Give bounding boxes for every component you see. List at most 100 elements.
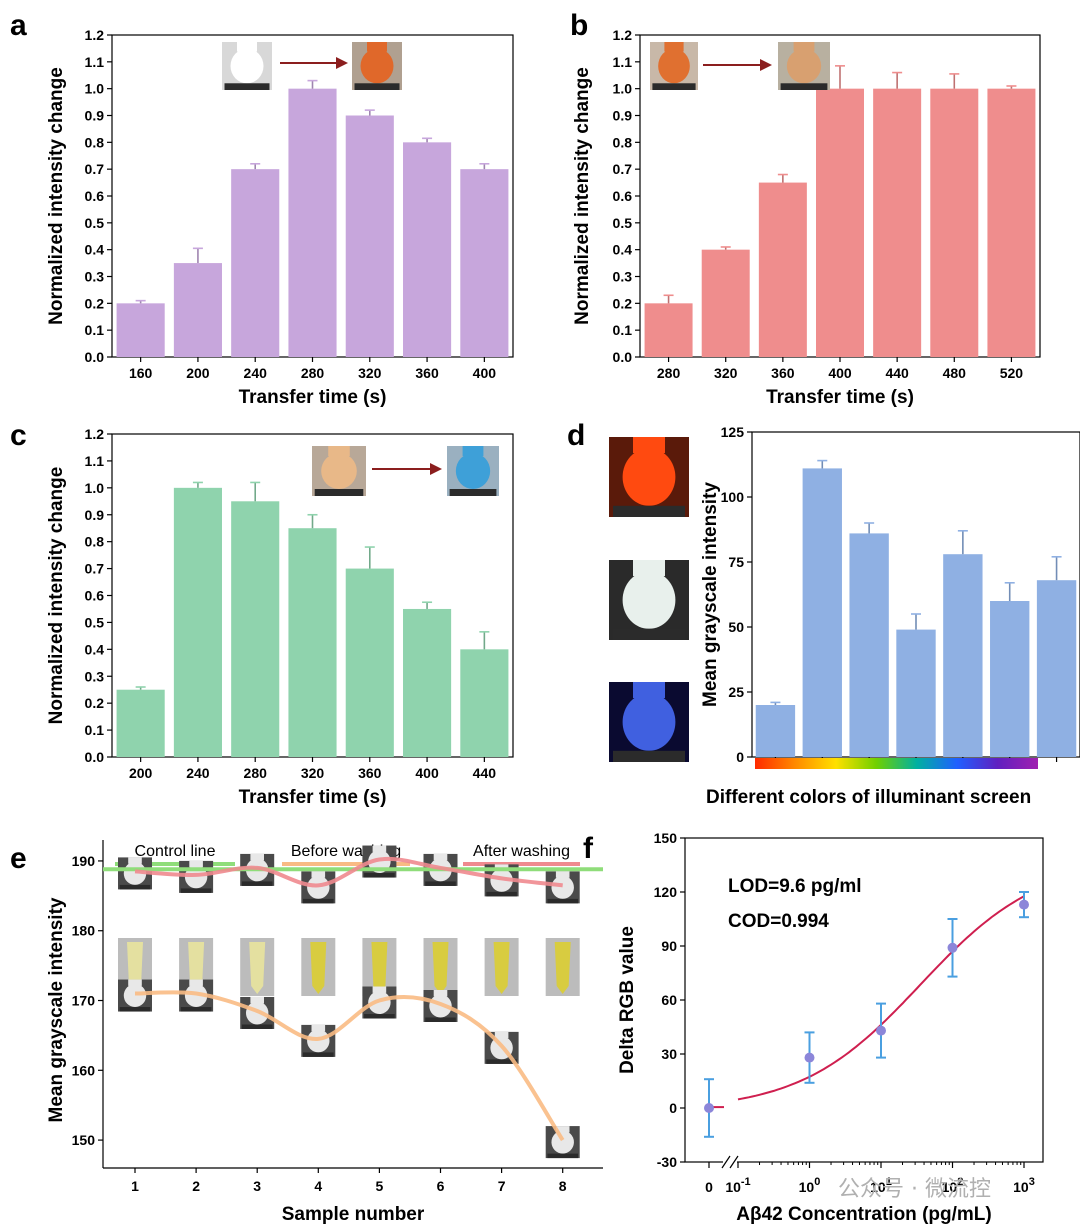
chamber-photo-body: [551, 875, 574, 899]
y-tick-label: 0.7: [85, 561, 105, 577]
white-chamber-icon-neck: [237, 42, 257, 52]
beige-chamber-icon-body: [321, 453, 357, 489]
y-tick-label: 100: [721, 489, 745, 505]
chart-e: 150 160 170 180 190 1 2 3 4 5 6 7 8 Sample number Mean…: [46, 840, 603, 1225]
chamber-photo-neck: [555, 871, 570, 878]
y-axis-label: Mean grayscale intensity: [700, 482, 721, 707]
y-tick-label: 75: [728, 554, 744, 570]
x-tick-label: 200: [129, 765, 153, 781]
y-tick-label: 60: [661, 992, 677, 1008]
y-tick-label: 0.2: [85, 295, 105, 311]
x-tick-label: 320: [358, 365, 382, 381]
chamber-photo-base: [119, 1007, 151, 1012]
x-tick-label: 400: [828, 365, 852, 381]
x-tick-label: 280: [301, 365, 325, 381]
y-tick-label: 0.0: [613, 349, 633, 365]
red-illuminant-photo-neck: [633, 437, 665, 453]
y-tick-label: 0.4: [85, 641, 105, 657]
bar: [173, 487, 222, 757]
x-tick-label: 2: [192, 1178, 200, 1194]
orange-chamber-icon-base: [354, 83, 400, 90]
y-tick-label: 0: [669, 1100, 677, 1116]
y-tick-label: 0.6: [85, 588, 105, 604]
chamber-photo: [545, 1126, 580, 1159]
orange-chamber-icon-body: [360, 48, 394, 84]
x-tick-label: 200: [186, 365, 210, 381]
y-tick-label: 150: [72, 1132, 96, 1148]
x-tick-label: 520: [1000, 365, 1024, 381]
bar: [943, 554, 983, 757]
panel-letter-a: a: [10, 9, 27, 42]
tube-photo: [423, 938, 458, 996]
transition-arrow-head: [430, 463, 442, 475]
bar: [288, 88, 337, 358]
y-tick-label: 0.5: [85, 215, 105, 231]
bar: [231, 501, 280, 757]
y-tick-label: 0.8: [613, 134, 633, 150]
tube-body: [310, 942, 327, 994]
data-point: [876, 1025, 886, 1036]
x-axis-label-d: Different colors of illuminant screen: [706, 787, 1031, 808]
white-chamber-icon-base: [224, 83, 270, 90]
y-tick-label: 120: [654, 884, 678, 900]
cod-annotation: COD=0.994: [728, 911, 829, 932]
x-tick-label: 240: [186, 765, 210, 781]
chamber-photo-base: [241, 1024, 273, 1029]
chamber-photo-neck: [433, 990, 448, 997]
white-illuminant-photo-body: [622, 571, 676, 629]
bar: [930, 88, 979, 358]
chart-a: 0.0 0.1 0.2 0.3 0.4 0.5 0.6 0.7 0.8 0.9 1.0 1.1 1.2 1…: [46, 27, 514, 408]
bar: [231, 169, 280, 357]
white-illuminant-photo-neck: [633, 560, 665, 576]
y-tick-label: 0.4: [613, 242, 633, 258]
chamber-photo-base: [364, 1014, 395, 1019]
red-illuminant-photo: [609, 437, 689, 517]
series-line-after: [134, 856, 563, 888]
bar: [460, 169, 509, 357]
blue-illuminant-photo-body: [622, 693, 676, 751]
color-spectrum-bar: [755, 758, 1038, 769]
y-axis-label: Delta RGB value: [617, 926, 638, 1074]
bar: [873, 88, 922, 358]
bar: [816, 88, 864, 358]
y-tick-label: 0.4: [85, 242, 105, 258]
y-tick-label: 1.1: [85, 54, 105, 70]
lod-annotation: LOD=9.6 pg/ml: [728, 876, 862, 897]
x-tick-label: 102: [942, 1176, 964, 1195]
y-tick-label: 1.2: [613, 27, 633, 43]
x-tick-label: 360: [771, 365, 795, 381]
chamber-photo-base: [486, 1059, 517, 1064]
chamber-photo-base: [547, 1153, 578, 1159]
bar: [758, 182, 807, 357]
bar: [460, 649, 509, 757]
chart-c: 0.0 0.1 0.2 0.3 0.4 0.5 0.6 0.7 0.8 0.9 1.0 1.1 1.2 2…: [46, 426, 514, 808]
x-tick-label: 101: [870, 1176, 892, 1195]
chamber-photo-neck: [189, 860, 203, 868]
panel-letter-d: d: [567, 419, 585, 452]
y-tick-label: 0.1: [613, 322, 633, 338]
data-point: [704, 1103, 714, 1113]
y-tick-label: 0.3: [613, 269, 633, 285]
x-tick-label: 480: [943, 365, 967, 381]
bar: [345, 568, 394, 757]
chamber-photo-base: [241, 881, 273, 886]
y-tick-label: 90: [661, 938, 677, 954]
tube-body: [249, 942, 266, 994]
y-tick-label: 0.9: [85, 108, 105, 124]
y-tick-label: 25: [728, 684, 744, 700]
tube-photo: [545, 938, 580, 996]
chamber-photo-neck: [311, 871, 326, 878]
tube-photo: [484, 938, 519, 996]
bar: [987, 88, 1036, 358]
orange-chamber-icon-base: [652, 83, 696, 90]
red-illuminant-photo-base: [613, 505, 685, 517]
y-tick-label: 0.7: [613, 161, 633, 177]
x-tick-label: 440: [473, 765, 497, 781]
blue-chamber-icon-neck: [462, 446, 484, 456]
transition-arrow-head: [336, 57, 348, 69]
chamber-photo-neck: [250, 853, 264, 861]
x-tick-label: 360: [358, 765, 382, 781]
chart-d: 0 25 50 75 100 125 Mean grayscale intensity Dif…: [609, 424, 1080, 808]
orange-chamber-icon: [650, 42, 698, 90]
